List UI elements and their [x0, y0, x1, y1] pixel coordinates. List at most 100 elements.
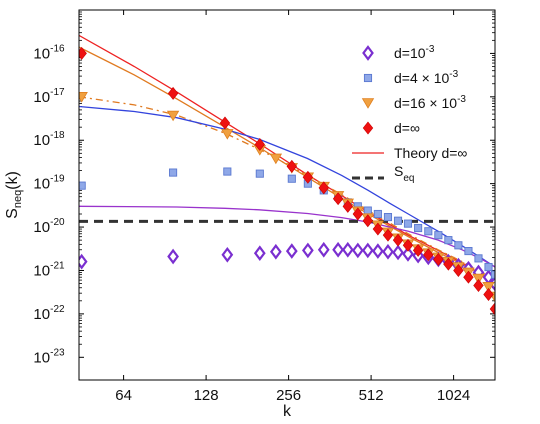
- marker-d-1e-3: [372, 243, 384, 259]
- y-tick-label-exponent: -19: [50, 174, 65, 185]
- y-tick-label: 10-21: [33, 260, 65, 279]
- marker-d-4e-3: [363, 206, 372, 215]
- legend-label: d=16 × 10-3: [394, 94, 466, 111]
- legend-marker: [362, 121, 374, 135]
- legend-label-base: S: [394, 163, 403, 179]
- y-tick-label-base: 10: [33, 89, 50, 106]
- y-axis-label-sub: neq: [12, 190, 24, 208]
- marker-d-1e-3: [361, 242, 374, 259]
- marker-d-1e-3: [269, 243, 282, 260]
- y-tick-label-base: 10: [33, 45, 50, 62]
- y-tick-label: 10-19: [33, 174, 65, 193]
- y-tick-label-exponent: -21: [50, 260, 65, 271]
- marker-d-inf: [412, 243, 424, 257]
- marker-d-inf: [473, 279, 484, 293]
- y-tick-label-base: 10: [33, 132, 50, 149]
- marker-d-1e-3: [332, 241, 344, 258]
- legend-label-base: d=4 × 10: [394, 70, 449, 86]
- marker-d-1e-3: [167, 248, 179, 265]
- plot-frame: [78, 9, 496, 381]
- x-tick-label: 256: [276, 387, 301, 404]
- y-axis-label: Sneq(k): [4, 171, 24, 219]
- marker-d-4e-3: [79, 181, 86, 190]
- x-tick-label: 128: [194, 387, 219, 404]
- marker-d-4e-3: [414, 223, 423, 233]
- marker-d-inf: [483, 287, 494, 301]
- marker-d-inf: [318, 181, 329, 195]
- marker-d-inf: [286, 159, 297, 173]
- legend-label-exponent: -3: [426, 44, 435, 55]
- legend-marker: [362, 45, 374, 61]
- marker-d-1e-3: [253, 245, 266, 262]
- marker-d-1e-3: [382, 243, 394, 260]
- y-tick-label-base: 10: [33, 262, 50, 279]
- legend-label-exponent: -3: [457, 94, 466, 105]
- legend-marker: [363, 73, 373, 83]
- legend: d=10-3d=4 × 10-3d=16 × 10-3d=∞Theory d=∞…: [352, 44, 467, 184]
- marker-d-4e-3: [169, 168, 178, 177]
- legend-marker: [361, 98, 375, 109]
- marker-d-inf: [362, 214, 373, 228]
- marker-d-1e-3: [392, 244, 404, 261]
- marker-d-16e-3: [472, 273, 485, 285]
- y-tick-label-base: 10: [33, 349, 50, 366]
- marker-d-4e-3: [383, 213, 393, 222]
- legend-label-subscript: eq: [403, 173, 414, 184]
- marker-d-4e-3: [464, 247, 473, 256]
- marker-d-inf: [302, 170, 314, 184]
- legend-label: d=4 × 10-3: [394, 69, 459, 86]
- marker-d-inf: [392, 233, 404, 247]
- marker-d-inf: [433, 252, 444, 266]
- y-tick-label-base: 10: [33, 176, 50, 193]
- marker-d-inf: [402, 238, 414, 252]
- y-tick-label-base: 10: [33, 306, 50, 323]
- legend-label-base: d=16 × 10: [394, 95, 457, 111]
- y-tick-label-exponent: -18: [50, 130, 65, 141]
- marker-d-4e-3: [454, 241, 463, 250]
- x-axis-label: k: [283, 403, 292, 420]
- marker-d-inf: [453, 263, 464, 277]
- y-tick-label: 10-18: [33, 130, 65, 149]
- marker-d-inf: [372, 222, 384, 236]
- y-tick-label: 10-17: [33, 87, 65, 106]
- marker-d-1e-3: [79, 253, 88, 270]
- y-tick-label-exponent: -23: [50, 347, 65, 358]
- marker-d-inf: [342, 199, 353, 213]
- marker-d-4e-3: [393, 216, 403, 225]
- legend-label: Seq: [394, 163, 414, 184]
- marker-d-inf: [79, 46, 87, 60]
- y-tick-label-exponent: -22: [50, 304, 65, 315]
- legend-label-base: d=∞: [394, 120, 420, 136]
- y-tick-label: 10-16: [33, 43, 65, 62]
- marker-d-4e-3: [434, 231, 443, 240]
- marker-d-4e-3: [444, 236, 453, 245]
- marker-d-inf: [332, 192, 344, 206]
- marker-d-4e-3: [287, 174, 296, 183]
- marker-d-inf: [423, 248, 434, 262]
- marker-d-1e-3: [351, 242, 364, 259]
- marker-d-inf: [382, 228, 394, 242]
- marker-d-16e-3: [269, 153, 283, 165]
- plot-background: [79, 10, 495, 380]
- legend-label: d=10-3: [394, 44, 435, 61]
- marker-d-16e-3: [166, 110, 180, 122]
- legend-label: d=∞: [394, 120, 420, 136]
- y-axis-label-base: S: [4, 208, 21, 219]
- marker-d-4e-3: [484, 262, 493, 272]
- marker-d-1e-3: [402, 246, 414, 262]
- marker-d-1e-3: [341, 241, 354, 258]
- marker-d-inf: [167, 86, 179, 100]
- marker-d-inf: [352, 207, 364, 221]
- axis-ticks: 64 128 256 512 102410-2310-2210-2110-2010-19…: [33, 10, 495, 404]
- data-markers: [79, 46, 495, 316]
- marker-d-inf: [463, 270, 474, 284]
- marker-d-16e-3: [482, 282, 495, 293]
- y-tick-label: 10-20: [33, 217, 65, 236]
- marker-d-inf: [219, 116, 231, 130]
- y-tick-label: 10-22: [33, 304, 65, 323]
- marker-d-4e-3: [474, 254, 483, 263]
- marker-d-4e-3: [403, 219, 413, 228]
- marker-d-4e-3: [424, 227, 433, 236]
- marker-d-inf: [254, 137, 265, 151]
